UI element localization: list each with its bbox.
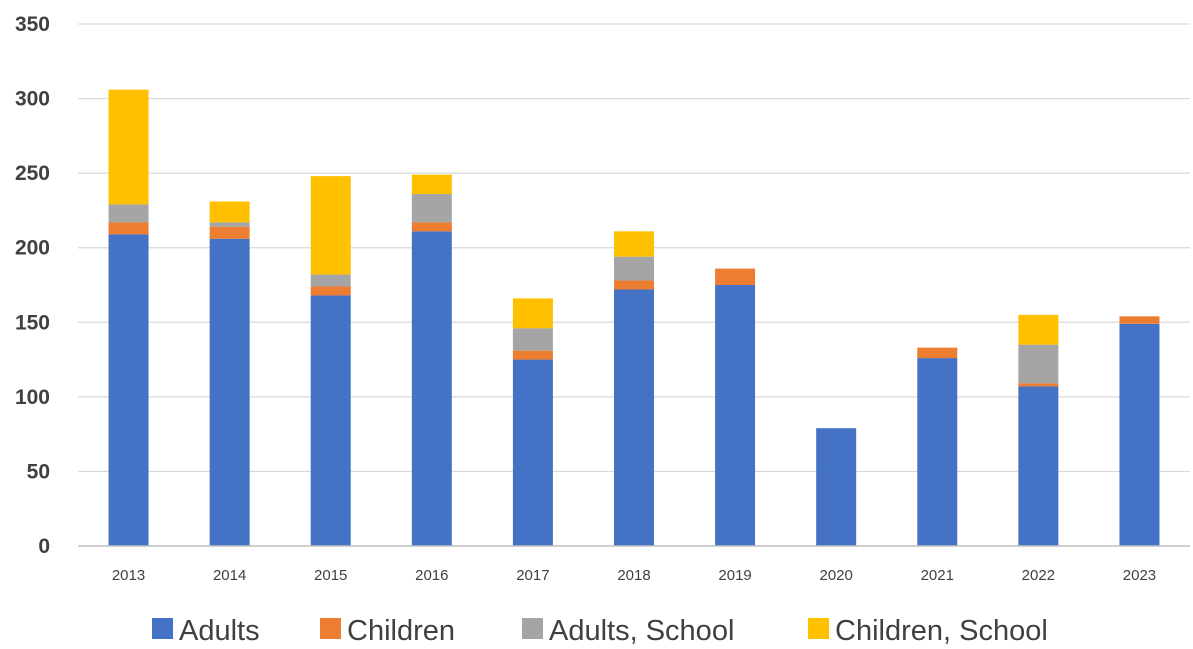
bar-segment xyxy=(614,256,654,281)
bar-segment xyxy=(1018,383,1059,387)
legend: Adults Children Adults, School Children, Sc… xyxy=(152,615,1048,647)
y-tick-label: 200 xyxy=(15,237,50,260)
bar-segment xyxy=(1018,386,1059,546)
bar-segment xyxy=(108,89,149,205)
bar-segment xyxy=(614,289,654,546)
bar-segment xyxy=(310,176,351,275)
legend-swatch xyxy=(152,618,173,639)
bar-segment xyxy=(411,231,452,546)
bar-segment xyxy=(917,358,958,546)
bar-segment xyxy=(614,231,654,257)
bar-segment xyxy=(310,286,351,296)
bar-segment xyxy=(1018,344,1059,384)
bar-segment xyxy=(209,201,250,223)
legend-swatch xyxy=(522,618,543,639)
bar-segment xyxy=(917,347,958,359)
legend-label: Children xyxy=(347,615,455,647)
y-tick-label: 250 xyxy=(15,162,50,185)
x-tick-label: 2022 xyxy=(1022,567,1055,584)
bar-segment xyxy=(1119,323,1160,546)
bar-segment xyxy=(411,174,452,195)
y-tick-label: 100 xyxy=(15,386,50,409)
x-tick-label: 2016 xyxy=(415,567,448,584)
y-tick-label: 300 xyxy=(15,88,50,111)
legend-label: Children, School xyxy=(835,615,1048,647)
x-tick-label: 2021 xyxy=(921,567,954,584)
bar-segment xyxy=(512,298,553,329)
bar-segment xyxy=(614,280,654,290)
bar-segment xyxy=(310,295,351,546)
bar-segment xyxy=(715,268,756,285)
x-tick-label: 2018 xyxy=(617,567,650,584)
bar-segment xyxy=(108,234,149,546)
bar-segment xyxy=(209,226,250,239)
bar-segment xyxy=(816,428,857,546)
y-tick-label: 150 xyxy=(15,311,50,334)
x-tick-label: 2013 xyxy=(112,567,145,584)
legend-label: Adults, School xyxy=(549,615,734,647)
bar-segment xyxy=(209,222,250,227)
legend-label: Adults xyxy=(179,615,260,647)
legend-swatch xyxy=(808,618,829,639)
bar-segment xyxy=(411,222,452,232)
bar-segment xyxy=(1018,314,1059,345)
y-tick-label: 350 xyxy=(15,13,50,36)
bar-segment xyxy=(310,274,351,287)
bar-segment xyxy=(715,285,756,546)
bar-segment xyxy=(1119,316,1160,324)
x-tick-label: 2023 xyxy=(1123,567,1156,584)
bar-segment xyxy=(108,222,149,235)
bars xyxy=(108,89,1160,546)
y-axis-tick-labels: 0 50 100 150 200 250 300 350 xyxy=(15,13,50,558)
x-tick-label: 2017 xyxy=(516,567,549,584)
x-tick-label: 2020 xyxy=(819,567,852,584)
bar-segment xyxy=(512,328,553,351)
x-tick-label: 2015 xyxy=(314,567,347,584)
y-tick-label: 0 xyxy=(38,535,50,558)
bar-segment xyxy=(512,350,553,360)
legend-swatch xyxy=(320,618,341,639)
bar-segment xyxy=(209,238,250,546)
x-tick-label: 2019 xyxy=(718,567,751,584)
x-tick-label: 2014 xyxy=(213,567,246,584)
x-axis-tick-labels: 2013 2014 2015 2016 2017 2018 2019 2020 2021 2022… xyxy=(112,567,1156,584)
bar-segment xyxy=(512,359,553,546)
bar-segment xyxy=(411,194,452,223)
bar-segment xyxy=(108,204,149,223)
y-tick-label: 50 xyxy=(27,460,50,483)
